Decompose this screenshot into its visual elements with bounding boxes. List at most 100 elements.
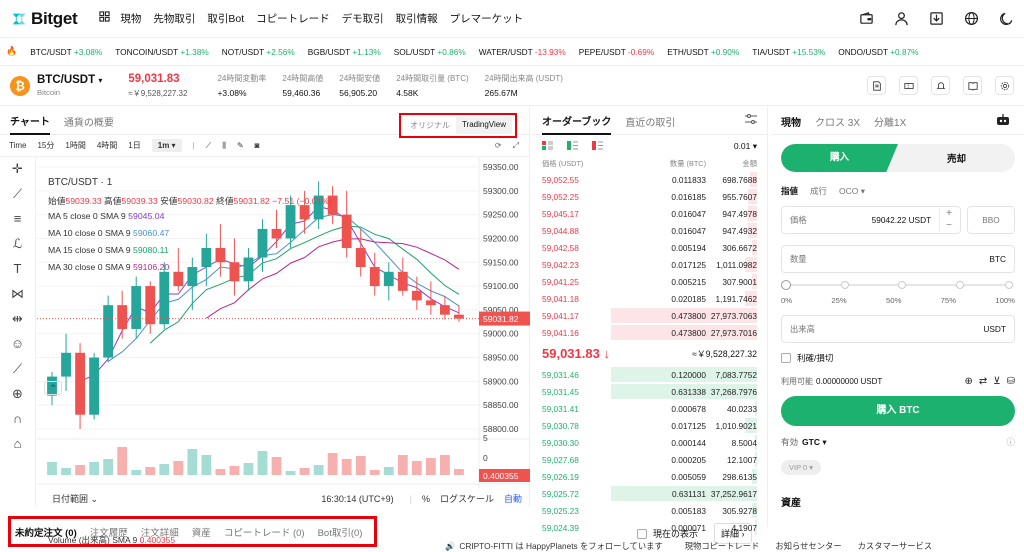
orderbook-row[interactable]: 59,041.17 0.473800 27,973.7063 [532,307,767,324]
orderbook-settings-icon[interactable] [745,114,757,127]
tab-isolated-margin[interactable]: 分離1X [874,118,907,129]
orderbook-row[interactable]: 59,027.68 0.000205 12.1007 [532,451,767,468]
details-button[interactable]: 詳細 › [714,523,752,544]
tab-orderbook[interactable]: オーダーブック [542,106,612,135]
book-bids-icon[interactable] [567,140,578,152]
orderbook-row[interactable]: 59,031.45 0.631338 37,268.7976 [532,383,767,400]
book-both-icon[interactable] [542,140,553,152]
orderbook-row[interactable]: 59,030.30 0.000144 8.5004 [532,434,767,451]
slider-knob[interactable] [781,280,791,290]
order-type-limit[interactable]: 指値 [781,186,799,196]
orderbook-row[interactable]: 59,030.78 0.017125 1,010.9021 [532,417,767,434]
magnet-icon[interactable]: ∩ [12,411,23,426]
wallet-icon[interactable] [858,11,874,27]
apps-grid-icon[interactable] [99,11,111,22]
tab-open-orders[interactable]: 未約定注文 (0) [15,527,77,539]
slider-mark-75[interactable] [955,281,964,289]
percent-slider[interactable] [781,278,1013,292]
tab-assets[interactable]: 資産 [191,527,211,539]
footer-support-link[interactable]: カスタマーサービス [857,541,933,551]
orderbook-row[interactable]: 59,024.39 0.000071 4.1907 [532,519,767,536]
news-ticker[interactable]: CRIPTO-FITTI は HappyPlanets をフォローしています [459,541,663,551]
orderbook-row[interactable]: 59,044.88 0.016047 947.4932 [532,222,767,239]
bell-icon[interactable] [931,76,950,95]
price-chart[interactable]: 59350.00 59300.00 59250.00 59200.00 59150.00… [37,157,530,489]
nav-futures[interactable]: 先物取引 [153,13,196,25]
tab-copy-trade[interactable]: コピートレード (0) [223,527,305,539]
interval-1d[interactable]: 1日 [128,141,141,150]
orderbook-row[interactable]: 59,031.41 0.000678 40.0233 [532,400,767,417]
orderbook-row[interactable]: 59,031.46 0.120000 7,083.7752 [532,366,767,383]
ticker-item[interactable]: BGB/USDT +1.13% [308,47,381,57]
brand-logo[interactable]: Bitget [10,9,78,29]
amount-input[interactable]: 出来高 USDT [781,315,1015,343]
orderbook-row[interactable]: 59,052.25 0.016185 955.7607 [532,188,767,205]
tab-order-history[interactable]: 注文履歴 [89,527,128,539]
slider-mark-50[interactable] [898,281,906,289]
interval-1h[interactable]: 1時間 [65,141,86,150]
footer-copy-trade-link[interactable]: 現物コピートレード [684,541,760,551]
order-type-oco[interactable]: OCO ▾ [839,185,866,196]
vip-badge[interactable]: VIP 0 ▾ [781,460,822,475]
tab-recent-trades[interactable]: 直近の取引 [625,118,676,129]
slider-mark-100[interactable] [1005,281,1013,289]
settings-gear-icon[interactable] [995,76,1014,95]
ticker-item[interactable]: ONDO/USDT +0.87% [838,47,918,57]
tab-bot-trades[interactable]: Bot取引(0) [317,527,363,539]
percent-toggle[interactable]: % [421,493,430,504]
brush-icon[interactable]: ℒ [12,236,23,251]
trendline-icon[interactable]: ⟋ [12,186,23,201]
refresh-icon[interactable]: ⟳ [494,141,502,150]
pair-selector[interactable]: BTC/USDT ▾ [37,74,102,86]
interval-4h[interactable]: 4時間 [96,141,118,150]
book-icon[interactable] [963,76,982,95]
buy-tab[interactable]: 購入 [781,144,898,172]
quantity-input[interactable]: 数量 BTC [781,245,1015,273]
orderbook-row[interactable]: 59,042.23 0.017125 1,011.0982 [532,256,767,273]
tab-cross-margin[interactable]: クロス 3X [815,118,861,129]
orderbook-row[interactable]: 59,041.18 0.020185 1,191.7462 [532,290,767,307]
tp-sl-checkbox[interactable] [781,353,791,363]
nav-market-info[interactable]: 取引情報 [395,13,438,25]
coins-icon[interactable]: ⛁ [1006,376,1015,387]
nav-premarket[interactable]: プレマーケット [449,13,524,25]
tab-chart[interactable]: チャート [10,106,50,135]
horizontal-lines-icon[interactable]: ≡ [13,211,22,226]
transfer-icon[interactable]: ⇄ [978,376,988,387]
draw-pen-icon[interactable]: ✎ [236,141,244,150]
ticker-item[interactable]: PEPE/USDT -0.69% [579,47,655,57]
validity-select[interactable]: GTC ▾ [802,436,827,447]
view-original-button[interactable]: オリジナル [409,121,450,130]
bbo-button[interactable]: BBO [967,206,1015,234]
info-circle-icon[interactable]: ⓘ [1006,437,1015,447]
orderbook-row[interactable]: 59,042.58 0.005194 306.6672 [532,239,767,256]
nav-copy-trade[interactable]: コピートレード [256,13,330,25]
zoom-in-icon[interactable]: ⊕ [12,386,23,401]
axis-settings-gear-icon[interactable]: ⚙ [495,488,505,489]
interval-time[interactable]: Time [9,141,27,150]
nav-bot[interactable]: 取引Bot [207,13,245,25]
measure-icon[interactable]: ⇹ [12,311,23,326]
ticker-item[interactable]: ETH/USDT +0.90% [667,47,739,57]
orderbook-row[interactable]: 59,025.72 0.631131 37,252.9617 [532,485,767,502]
tab-coin-overview[interactable]: 通貨の概要 [63,118,114,129]
deposit-plus-icon[interactable]: ⊕ [964,376,973,387]
lock-icon[interactable]: ⌂ [13,436,22,451]
auto-scale-toggle[interactable]: 自動 [503,494,522,504]
date-range-button[interactable]: 日付範囲 ⌄ [52,494,99,504]
ticket-icon[interactable] [899,76,918,95]
orderbook-row[interactable]: 59,025.23 0.005183 305.9278 [532,502,767,519]
crosshair-icon[interactable]: ✛ [12,161,23,176]
slider-mark-25[interactable] [840,281,849,289]
ticker-item[interactable]: NOT/USDT +2.56% [222,47,295,57]
log-scale-toggle[interactable]: ログスケール [439,494,494,504]
footer-announcements-link[interactable]: お知らせセンター [775,541,842,551]
price-input[interactable]: 価格 59042.22 USDT + − [781,206,961,234]
tick-size-select[interactable]: 0.01 ▾ [733,140,757,151]
ticker-item[interactable]: WATER/USDT -13.93% [479,47,566,57]
info-doc-icon[interactable] [867,76,886,95]
pattern-icon[interactable]: ⋈ [11,286,24,301]
order-type-market[interactable]: 成行 [810,186,828,196]
interval-1m-select[interactable]: 1m ▾ [151,139,182,152]
download-circle-icon[interactable]: ⊻ [993,376,1001,387]
